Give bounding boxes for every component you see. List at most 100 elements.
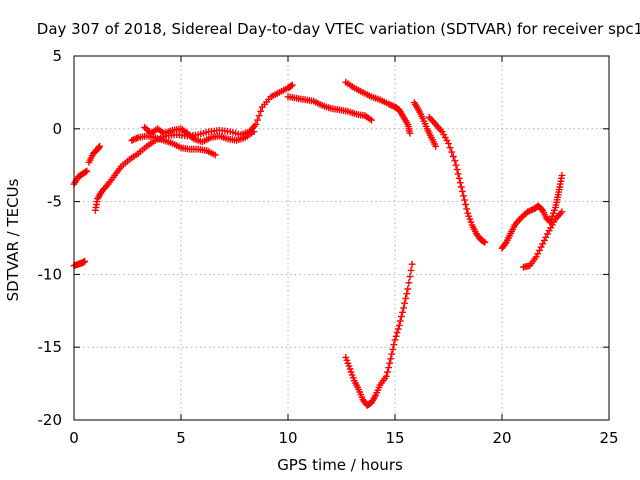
data-point	[452, 161, 460, 169]
series-arc-6	[141, 123, 258, 146]
data-point	[384, 368, 391, 376]
data-point	[393, 329, 401, 336]
tick-labels: 0 5 10 15 20 25 -20 -15 -10 -5 0 5	[38, 47, 619, 447]
series-arc-13	[520, 208, 566, 271]
data-point	[391, 336, 399, 344]
x-tick-label: 25	[599, 429, 618, 447]
data-point	[462, 201, 469, 208]
data-point	[464, 209, 472, 217]
data-point	[385, 364, 392, 371]
data-point	[383, 372, 390, 380]
data-point	[539, 240, 547, 248]
data-point	[404, 285, 412, 293]
series-arc-3	[85, 142, 104, 166]
data-point	[445, 140, 452, 147]
data-point	[460, 192, 467, 200]
data-point	[457, 183, 465, 191]
x-tick-label: 0	[69, 429, 79, 447]
data-point	[368, 116, 375, 124]
data-point	[288, 81, 296, 89]
data-point	[406, 273, 414, 280]
series-arc-11	[342, 260, 416, 409]
data-point	[82, 168, 90, 176]
data-point	[408, 260, 416, 268]
data-point	[211, 151, 219, 159]
x-tick-label: 20	[492, 429, 511, 447]
data-point	[81, 257, 89, 265]
y-tick-label: -10	[38, 265, 63, 283]
data-point	[451, 157, 459, 165]
data-point	[96, 142, 104, 150]
series-arc-14	[547, 172, 566, 223]
series-arc-5	[128, 132, 219, 159]
y-tick-label: -15	[38, 338, 63, 356]
y-tick-label: -20	[38, 411, 63, 429]
x-tick-label: 15	[385, 429, 404, 447]
series-arc-10	[425, 113, 489, 246]
data-point	[407, 267, 415, 274]
data-point	[392, 332, 400, 340]
series-arc-12	[498, 202, 555, 252]
data-point	[257, 107, 265, 115]
data-point	[399, 308, 406, 316]
data-point	[449, 153, 457, 160]
data-point	[287, 82, 295, 90]
data-point	[389, 346, 397, 353]
x-tick-label: 5	[176, 429, 186, 447]
data-point	[406, 129, 414, 137]
data-point	[395, 322, 403, 329]
grid	[74, 56, 609, 420]
data-point	[448, 148, 456, 156]
data-point	[544, 230, 551, 238]
y-tick-label: -5	[47, 193, 62, 211]
series-arc-8	[342, 78, 414, 137]
data-point	[540, 237, 548, 244]
data-point	[480, 238, 488, 245]
data-point	[403, 290, 411, 298]
data-point	[402, 295, 410, 302]
data-point	[401, 299, 408, 307]
data-point	[388, 350, 396, 358]
data-point	[454, 170, 462, 178]
series-arc-9	[410, 99, 440, 150]
data-point	[400, 304, 407, 312]
data-point	[463, 205, 471, 213]
data-point	[346, 365, 354, 373]
data-point	[446, 144, 454, 152]
data-points	[70, 78, 566, 409]
data-point	[461, 196, 468, 204]
data-point	[501, 240, 509, 248]
data-point	[558, 172, 566, 179]
data-point	[455, 174, 463, 182]
data-point	[558, 208, 566, 216]
data-point	[252, 121, 260, 128]
series-arc-1	[70, 167, 91, 188]
data-point	[394, 325, 402, 333]
data-point	[83, 167, 91, 175]
data-point	[386, 359, 393, 367]
data-point	[537, 243, 545, 251]
data-point	[481, 239, 489, 246]
y-axis-label: SDTVAR / TECUs	[4, 178, 22, 301]
data-point	[456, 179, 464, 187]
data-point	[255, 112, 263, 120]
data-point	[432, 142, 440, 150]
data-point	[387, 355, 395, 363]
data-point	[542, 233, 550, 241]
data-point	[453, 166, 461, 173]
data-point	[459, 188, 466, 195]
x-tick-label: 10	[278, 429, 297, 447]
data-point	[396, 317, 404, 325]
data-point	[548, 212, 556, 220]
chart-title: Day 307 of 2018, Sidereal Day-to-day VTE…	[37, 20, 640, 38]
data-point	[254, 116, 261, 124]
y-tick-label: 0	[52, 120, 62, 138]
data-point	[398, 313, 405, 320]
y-tick-label: 5	[52, 47, 62, 65]
series-arc-7	[284, 93, 375, 124]
plot-border	[73, 55, 610, 421]
data-point	[390, 341, 398, 349]
x-axis-label: GPS time / hours	[277, 456, 403, 474]
series-arc-2	[70, 257, 89, 270]
